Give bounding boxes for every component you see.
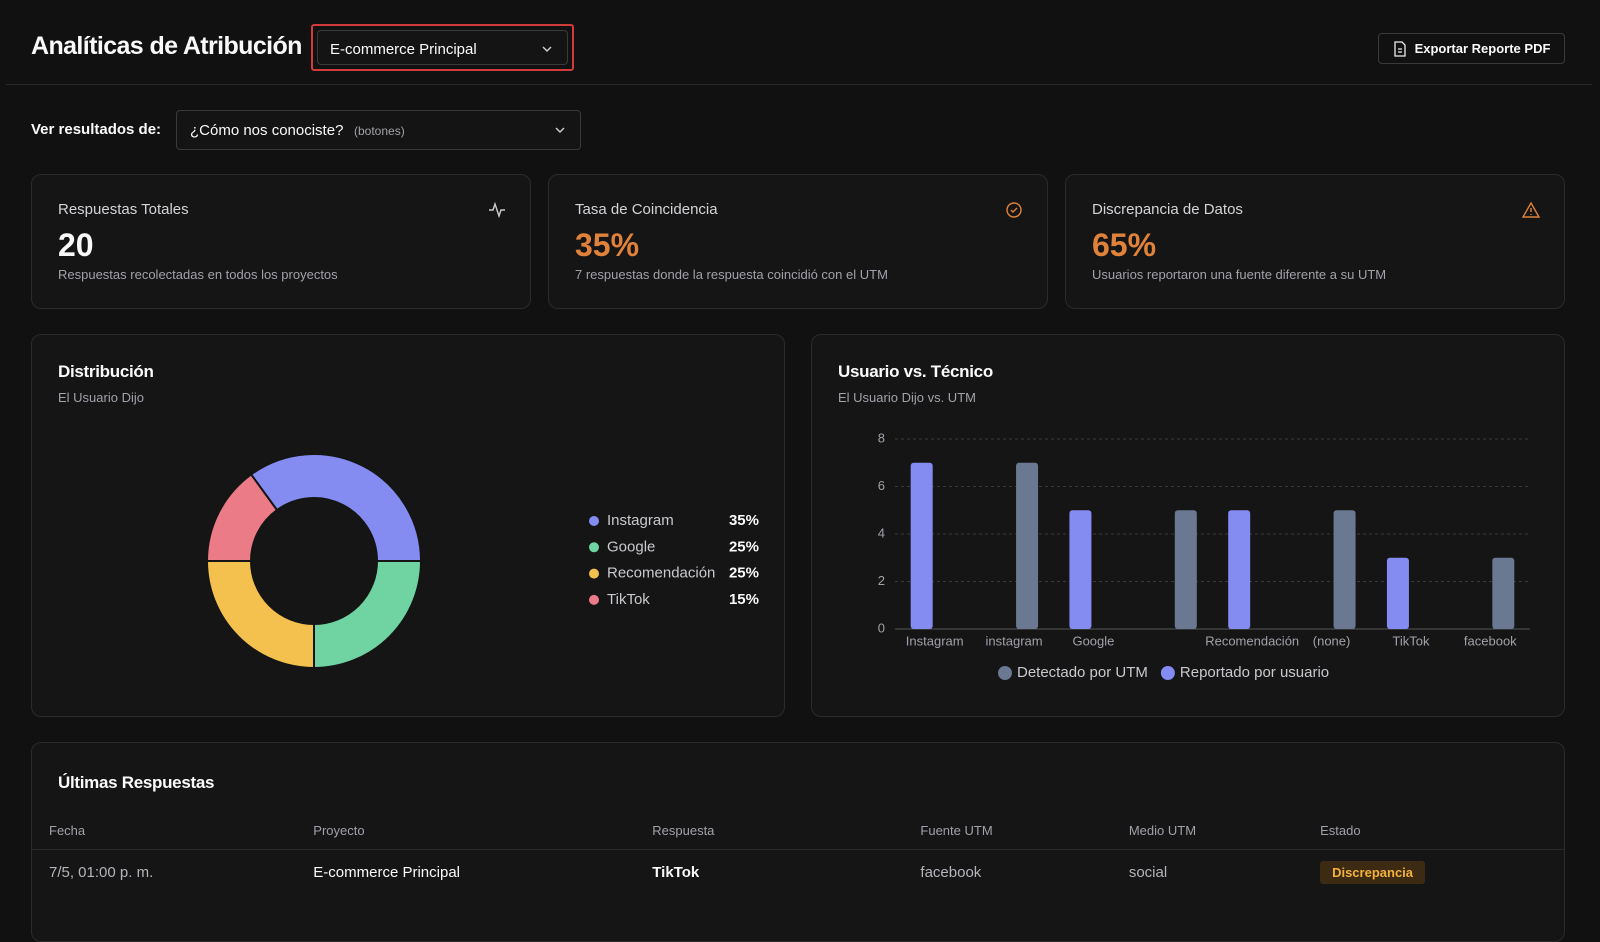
column-header: Medio UTM [1128, 823, 1197, 839]
table-cell: TikTok [652, 849, 920, 895]
kpi-value: 65% [1092, 227, 1157, 263]
status-badge: Discrepancia [1320, 860, 1426, 884]
question-select[interactable]: ¿Cómo nos conociste? (botones) [176, 110, 581, 150]
table-cell: facebook [920, 849, 1128, 895]
column-header: Proyecto [313, 823, 365, 839]
column-header: Fuente UTM [920, 823, 993, 839]
question-type: (botones) [354, 124, 405, 138]
cell-text: social [1128, 863, 1168, 881]
table-body: 7/5, 01:00 p. m. E-commerce Principal TikT… [32, 849, 1564, 895]
page-title: Analíticas de Atribución [31, 32, 302, 60]
chevron-icon [542, 46, 552, 53]
table-header: Fecha Proyecto Respuesta Fuente UTM Medio UT… [32, 813, 1564, 849]
kpi-title: Tasa de Coincidencia [575, 201, 718, 218]
card-subtitle: El Usuario Dijo [58, 390, 144, 405]
card-title: Usuario vs. Técnico [838, 362, 993, 381]
table-cell: social [1129, 849, 1320, 895]
filter-label: Ver resultados de: [31, 121, 162, 138]
project-select[interactable]: E-commerce Principal [317, 30, 568, 65]
table-cell: 7/5, 01:00 p. m. [32, 849, 313, 895]
export-label: Exportar Reporte PDF [1414, 41, 1551, 56]
kpi-title: Respuestas Totales [58, 201, 189, 218]
file-icon [1393, 40, 1406, 57]
check-icon [1006, 202, 1022, 218]
kpi-card: Discrepancia de Datos 65% Usuarios repor… [1065, 174, 1565, 309]
distribution-card: Distribución El Usuario Dijo [31, 334, 785, 717]
page: {"header": {"title": "Analíticas de Atri… [6, 24, 1592, 942]
cell-text: facebook [920, 863, 982, 881]
table-cell: E-commerce Principal [313, 849, 652, 895]
table-card: Últimas Respuestas Fecha Proyecto Respuest… [31, 742, 1565, 942]
activity-icon [489, 201, 505, 219]
table-cell: Discrepancia [1320, 849, 1564, 895]
column-header: Estado [1320, 823, 1361, 839]
table-row: 7/5, 01:00 p. m. E-commerce Principal TikT… [32, 849, 1564, 895]
kpi-card: Respuestas Totales 20 Respuestas recolec… [31, 174, 531, 309]
export-button[interactable]: Exportar Reporte PDF [1378, 33, 1565, 64]
warning-icon [1522, 201, 1540, 218]
header-divider [6, 84, 1592, 85]
column-header: Fecha [49, 823, 86, 839]
cell-text: TikTok [652, 863, 700, 881]
kpi-description: 7 respuestas donde la respuesta coincidi… [575, 267, 888, 282]
project-select-value: E-commerce Principal [330, 41, 477, 58]
project-select-highlight: E-commerce Principal [311, 24, 574, 71]
card-subtitle: El Usuario Dijo vs. UTM [838, 390, 976, 405]
kpi-description: Usuarios reportaron una fuente diferente… [1092, 267, 1387, 282]
kpi-description: Respuestas recolectadas en todos los pro… [58, 267, 338, 282]
kpi-value: 35% [575, 227, 640, 263]
cell-text: 7/5, 01:00 p. m. [49, 863, 154, 881]
card-title: Distribución [58, 362, 154, 381]
question-text: ¿Cómo nos conociste? [190, 122, 344, 139]
cell-text: E-commerce Principal [313, 863, 461, 881]
responses-table: Fecha Proyecto Respuesta Fuente UTM Medio UT… [32, 813, 1564, 895]
kpi-value: 20 [58, 227, 94, 263]
card-title: Últimas Respuestas [58, 773, 215, 792]
chevron-icon [555, 127, 565, 134]
column-header: Respuesta [652, 823, 715, 839]
kpi-title: Discrepancia de Datos [1092, 201, 1243, 218]
comparison-card: Usuario vs. Técnico El Usuario Dijo vs. … [811, 334, 1565, 717]
kpi-card: Tasa de Coincidencia 35% 7 respuestas do… [548, 174, 1048, 309]
